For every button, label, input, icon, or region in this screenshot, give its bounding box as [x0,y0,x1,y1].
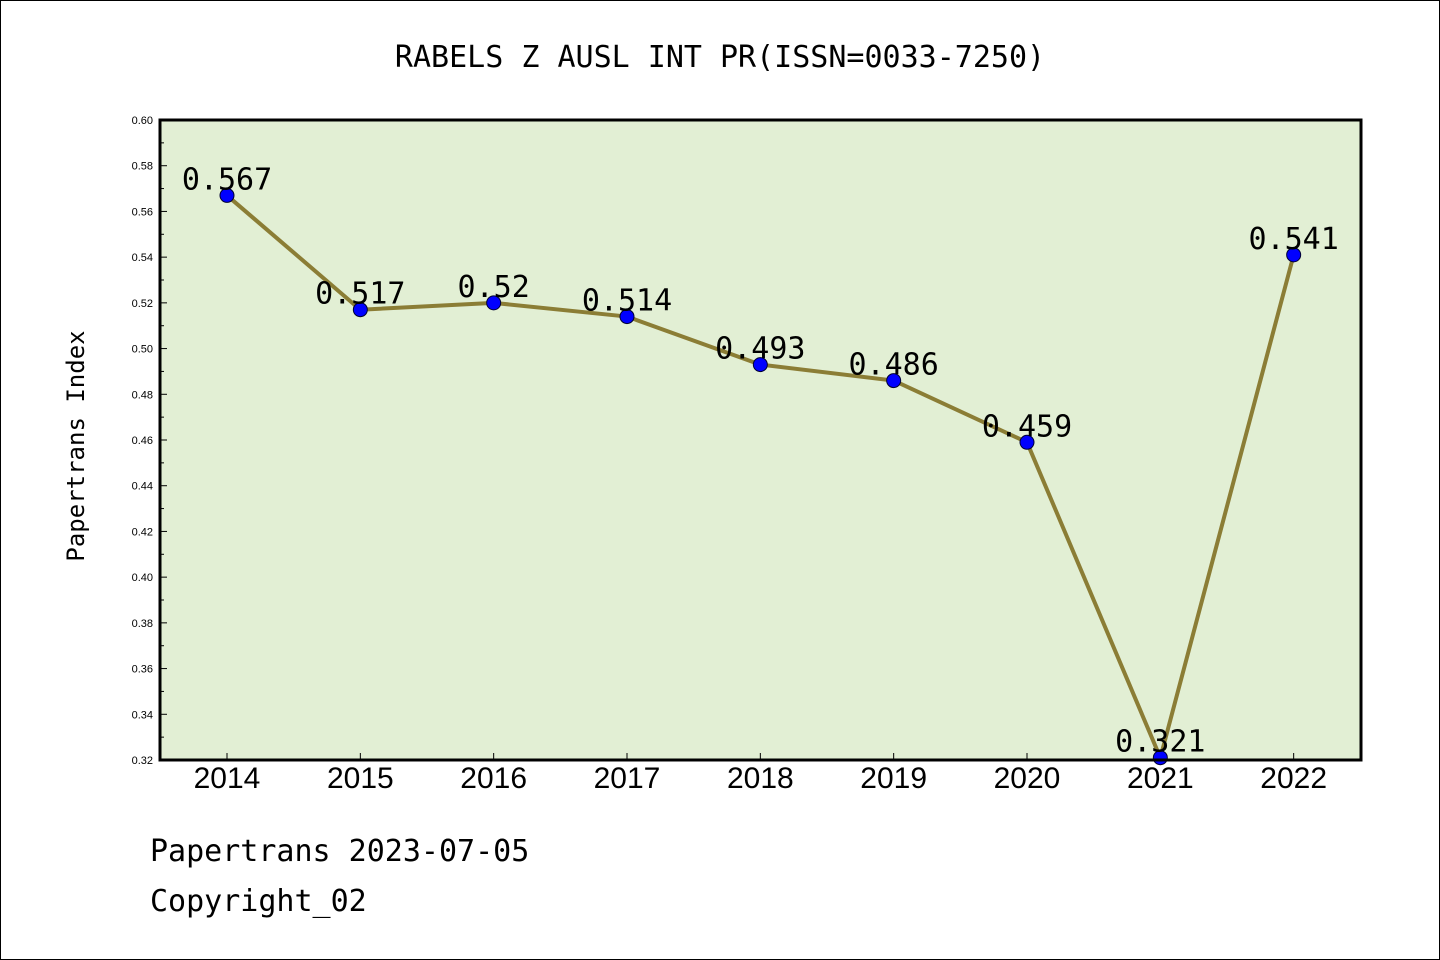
x-tick-label: 2017 [594,762,661,795]
data-point [619,309,635,325]
x-tick-label: 2018 [727,762,794,795]
y-tick-label: 0.42 [132,526,153,538]
y-tick-label: 0.60 [132,115,153,127]
data-point [352,302,368,318]
x-axis: 2014 2015 2016 2017 2018 2019 2020 2021 2022 [194,753,1327,795]
x-tick-label: 2016 [460,762,527,795]
footer-date: Papertrans 2023-07-05 [150,834,530,869]
data-point [886,373,902,389]
data-label: 0.486 [849,348,939,383]
x-tick-label: 2019 [860,762,927,795]
x-tick-label: 2021 [1127,762,1194,795]
data-point [752,357,768,373]
x-tick-label: 2022 [1260,762,1327,795]
x-tick-label: 2020 [994,762,1061,795]
y-tick-label: 0.32 [132,755,153,767]
data-label: 0.321 [1115,725,1205,760]
data-label: 0.541 [1249,222,1339,257]
y-tick-label: 0.36 [132,664,153,676]
chart-title: RABELS Z AUSL INT PR(ISSN=0033-7250) [395,40,1045,75]
y-tick-label: 0.54 [132,252,153,264]
data-label: 0.517 [315,277,405,312]
data-point [219,187,235,203]
series-layer: 0.567 0.517 0.52 0.514 0.493 0.486 0.459 0.321 0… [182,162,1339,766]
y-tick-label: 0.44 [132,481,153,493]
data-label: 0.567 [182,162,272,197]
data-label: 0.52 [458,270,530,305]
y-tick-label: 0.48 [132,389,153,401]
data-label: 0.493 [715,332,805,367]
data-point [1019,434,1035,450]
y-tick-label: 0.34 [132,709,153,721]
x-tick-label: 2015 [327,762,394,795]
y-tick-label: 0.58 [132,161,153,173]
plot-area [160,120,1361,760]
y-tick-label: 0.40 [132,572,153,584]
y-tick-label: 0.46 [132,435,153,447]
footer-copyright: Copyright_02 [150,884,367,919]
plot-border [158,118,1363,762]
y-tick-label: 0.50 [132,344,153,356]
y-tick-label: 0.38 [132,618,153,630]
data-point [486,295,502,311]
x-tick-label: 2014 [194,762,261,795]
y-tick-label: 0.52 [132,298,153,310]
data-label: 0.514 [582,284,672,319]
y-tick-label: 0.56 [132,206,153,218]
y-axis-label: Papertrans Index [62,330,90,561]
data-point [1286,247,1302,263]
data-label: 0.459 [982,409,1072,444]
